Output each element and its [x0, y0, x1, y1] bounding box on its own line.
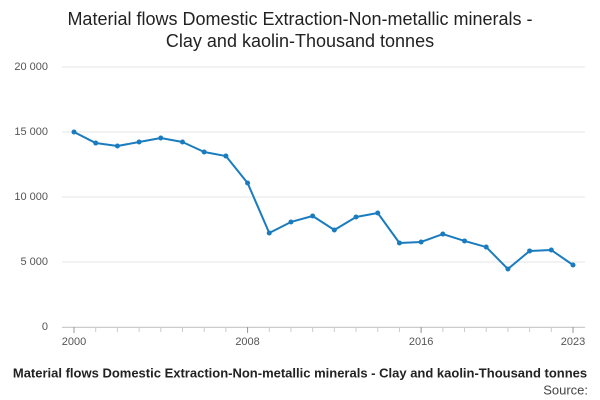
point — [114, 143, 120, 149]
source: Source: — [543, 382, 588, 397]
point — [179, 139, 185, 145]
x-tick-label: 2008 — [235, 336, 259, 348]
point — [570, 262, 576, 268]
line — [73, 131, 574, 271]
point — [266, 230, 272, 236]
point — [462, 238, 468, 244]
point — [136, 139, 142, 145]
x-tick-label: 2016 — [409, 336, 433, 348]
point — [505, 266, 511, 272]
point — [245, 180, 251, 186]
y-tick-label: 5 000 — [20, 256, 48, 268]
point — [548, 247, 554, 253]
point — [158, 135, 164, 141]
point — [396, 240, 402, 246]
point — [353, 214, 359, 220]
point — [483, 244, 489, 250]
y-tick-label: 15 000 — [14, 126, 48, 138]
x-tick-label: 2023 — [561, 336, 585, 348]
caption: Material flows Domestic Extraction-Non-m… — [13, 365, 587, 380]
x-tick-label: 2000 — [62, 336, 86, 348]
point — [527, 248, 533, 254]
chart-title: Clay and kaolin-Thousand tonnes — [166, 31, 434, 51]
point — [310, 213, 316, 219]
point — [201, 149, 207, 155]
point — [331, 227, 337, 233]
y-tick-label: 20 000 — [14, 61, 48, 73]
point — [375, 210, 381, 216]
y-tick-label: 0 — [42, 321, 48, 333]
point — [223, 153, 229, 159]
chart-title: Material flows Domestic Extraction-Non-m… — [67, 9, 532, 29]
point — [418, 239, 424, 245]
point — [440, 231, 446, 237]
point — [93, 140, 99, 146]
point — [288, 219, 294, 225]
point — [71, 129, 77, 135]
y-tick-label: 10 000 — [14, 191, 48, 203]
